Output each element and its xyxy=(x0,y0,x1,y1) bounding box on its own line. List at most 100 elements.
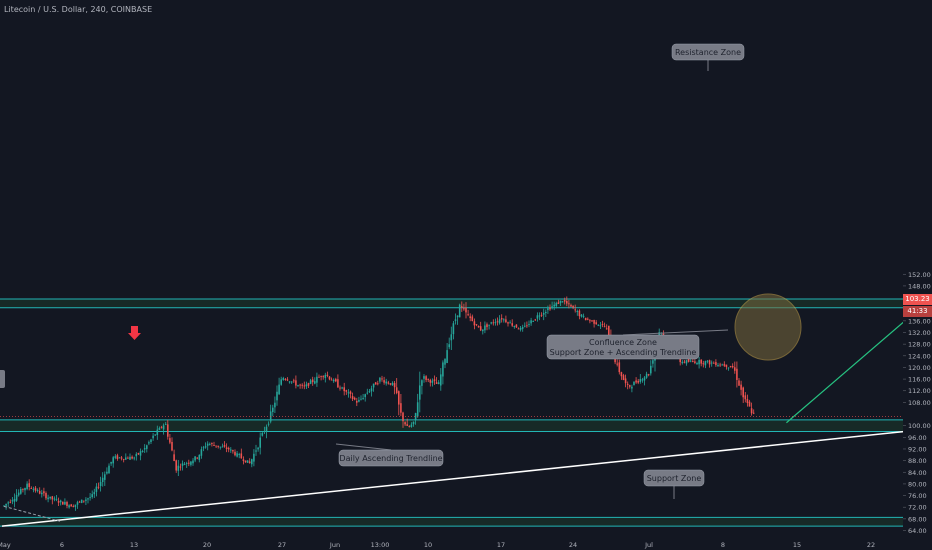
candle-body xyxy=(284,378,287,380)
candle-body xyxy=(135,453,138,457)
price-tick-label: 152.00 xyxy=(908,271,931,279)
candle-body xyxy=(200,449,203,456)
time-axis-bg xyxy=(0,540,932,550)
candle-body xyxy=(219,446,222,448)
zone-band-2 xyxy=(0,517,903,527)
candle-body xyxy=(557,302,560,304)
candle-body xyxy=(479,326,482,331)
candle-body xyxy=(41,492,43,495)
candle-body xyxy=(746,399,749,404)
candle-body xyxy=(24,487,26,491)
price-tick-label: 116.00 xyxy=(908,376,931,384)
candle-body xyxy=(431,380,434,383)
candle-body xyxy=(715,362,717,366)
candle-body xyxy=(513,325,516,327)
candle-body xyxy=(568,303,570,305)
candle-body xyxy=(637,380,639,383)
candle-body xyxy=(89,496,91,498)
resistance-zone-label[interactable]: Resistance Zone xyxy=(671,43,745,71)
candle-body xyxy=(545,311,547,313)
trendline-label-box xyxy=(338,449,444,467)
candle-body xyxy=(452,323,455,335)
candle-body xyxy=(206,443,209,446)
candle-body xyxy=(20,488,22,494)
candle-body xyxy=(559,300,562,303)
candle-body xyxy=(742,387,744,398)
candle-body xyxy=(43,491,45,494)
candle-body xyxy=(32,489,35,491)
last-price-tag: 103.23 xyxy=(903,294,932,305)
candle-body xyxy=(83,500,85,502)
candle-body xyxy=(433,379,436,382)
time-tick-label: Jul xyxy=(644,541,653,549)
candle-body xyxy=(584,317,587,321)
candle-body xyxy=(435,382,438,384)
candle-body xyxy=(143,448,146,450)
confluence-zone-label-text: Support Zone + Ascending Trendline xyxy=(550,348,697,357)
candle-body xyxy=(706,360,709,362)
candle-body xyxy=(59,500,62,503)
candle-body xyxy=(662,333,665,336)
candle-body xyxy=(547,308,549,311)
candle-body xyxy=(549,307,551,310)
candle-body xyxy=(265,426,268,432)
price-tick-label: 112.00 xyxy=(908,387,931,395)
confluence-zone-label-box xyxy=(546,334,700,360)
candle-body xyxy=(13,498,16,502)
candle-body xyxy=(162,425,165,430)
candle-body xyxy=(120,457,123,459)
candle-body xyxy=(253,453,255,462)
candle-body xyxy=(244,460,247,463)
candle-body xyxy=(80,499,83,503)
candle-body xyxy=(616,363,618,365)
candle-body xyxy=(603,326,606,328)
support-zone-label-box xyxy=(643,469,705,487)
price-tick-label: 132.00 xyxy=(908,329,931,337)
candle-body xyxy=(538,315,541,317)
time-tick-label: 17 xyxy=(497,541,505,549)
candle-body xyxy=(137,453,140,455)
candle-body xyxy=(553,304,555,307)
candle-body xyxy=(110,461,112,464)
confluence-zone-label-pointer xyxy=(622,329,729,336)
price-tick-label: 88.00 xyxy=(908,457,927,465)
candle-body xyxy=(723,364,726,366)
time-tick-label: 10 xyxy=(424,541,432,549)
candle-body xyxy=(175,460,177,471)
time-tick-label: 13 xyxy=(130,541,138,549)
candle-body xyxy=(389,383,392,385)
candle-body xyxy=(34,487,37,491)
trendline-label[interactable]: Daily Ascending Trendline xyxy=(335,443,444,467)
candle-body xyxy=(85,499,87,501)
candle-body xyxy=(150,439,152,443)
candle-body xyxy=(700,359,702,364)
time-tick-label: 6 xyxy=(60,541,64,549)
candle-body xyxy=(301,384,303,386)
candle-body xyxy=(70,504,72,507)
support-zone-label[interactable]: Support Zone xyxy=(643,469,705,499)
candle-body xyxy=(687,358,690,362)
candle-body xyxy=(318,376,320,378)
candle-body xyxy=(719,364,721,366)
candle-body xyxy=(454,319,457,321)
time-tick-label: 20 xyxy=(203,541,211,549)
candle-body xyxy=(38,490,41,494)
candle-body xyxy=(488,324,490,326)
candle-body xyxy=(343,387,345,392)
price-tick-label: 120.00 xyxy=(908,364,931,372)
candle-body xyxy=(164,424,167,426)
candle-body xyxy=(93,492,96,495)
candle-body xyxy=(738,380,740,386)
candle-body xyxy=(710,362,713,364)
candle-body xyxy=(404,422,406,425)
candle-body xyxy=(482,329,484,332)
trendline-label-pointer xyxy=(335,443,392,451)
candle-body xyxy=(748,401,751,407)
candle-body xyxy=(587,318,589,320)
candle-body xyxy=(494,322,497,324)
time-tick-label: 15 xyxy=(793,541,801,549)
dashed-line xyxy=(3,505,63,523)
candle-body xyxy=(248,461,251,464)
